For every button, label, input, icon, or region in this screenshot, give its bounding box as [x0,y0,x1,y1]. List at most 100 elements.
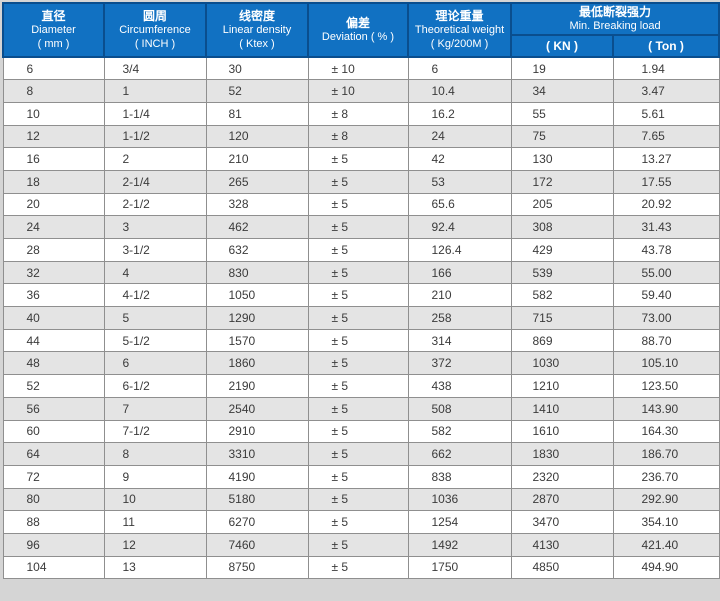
table-row: 88 11 6270 ± 5 1254 3470 354.10 [2,510,720,534]
table-cell: 1570 [205,328,309,353]
table-cell: 81 [205,101,309,126]
col-header-circumference-en: Circumference [119,24,191,36]
table-cell: 632 [205,238,309,262]
table-cell: 6270 [205,510,309,534]
table-cell: 2540 [205,396,309,421]
table-cell: ± 5 [307,169,409,194]
table-row: 60 7-1/2 2910 ± 5 582 1610 164.30 [2,419,720,444]
rope-spec-table: 直径 Diameter ( mm ) 圆周 Circumference ( IN… [2,2,720,580]
table-cell: 2-1/2 [103,192,207,217]
table-cell: 1050 [205,283,309,308]
table-cell: 1.94 [612,56,720,81]
table-cell: 354.10 [612,510,720,534]
table-cell: 7460 [205,532,309,557]
table-cell: 4190 [205,464,309,489]
col-header-deviation: 偏差 Deviation ( % ) [307,2,409,58]
table-row: 48 6 1860 ± 5 372 1030 105.10 [2,351,720,376]
table-cell: 258 [407,306,512,330]
table-cell: 1254 [407,510,512,534]
table-cell: 308 [510,215,614,239]
table-row: 52 6-1/2 2190 ± 5 438 1210 123.50 [2,374,720,398]
table-cell: ± 5 [307,328,409,353]
table-cell: 5180 [205,487,309,512]
col-header-kn: ( KN ) [510,34,614,58]
table-cell: ± 5 [307,374,409,398]
table-cell: 52 [2,374,105,398]
table-cell: 3-1/2 [103,238,207,262]
table-cell: 4130 [510,532,614,557]
col-header-ton: ( Ton ) [611,34,720,58]
table-cell: 5.61 [612,101,720,126]
col-header-theoretical-weight: 理论重量 Theoretical weight ( Kg/200M ) [407,2,512,58]
table-cell: 1860 [205,351,309,376]
table-cell: ± 5 [307,306,409,330]
table-cell: 8750 [205,555,309,580]
col-header-circumference-zh: 圆周 [142,9,167,23]
table-cell: 11 [103,510,207,534]
table-cell: 372 [407,351,512,376]
table-cell: 40 [2,306,105,330]
table-cell: 6 [2,56,105,81]
table-row: 80 10 5180 ± 5 1036 2870 292.90 [2,487,720,512]
table-row: 64 8 3310 ± 5 662 1830 186.70 [2,442,720,466]
table-cell: 462 [205,215,309,239]
table-cell: 4-1/2 [103,283,207,308]
table-cell: 43.78 [612,238,720,262]
table-cell: ± 5 [307,238,409,262]
table-cell: 3470 [510,510,614,534]
table-cell: ± 5 [307,283,409,308]
table-row: 44 5-1/2 1570 ± 5 314 869 88.70 [2,328,720,353]
table-cell: 205 [510,192,614,217]
table-cell: 2320 [510,464,614,489]
table-row: 20 2-1/2 328 ± 5 65.6 205 20.92 [2,192,720,217]
table-cell: ± 5 [307,260,409,285]
table-cell: 75 [510,124,614,149]
col-header-breaking-load-zh: 最低断裂强力 [579,5,652,19]
table-cell: 34 [510,79,614,103]
table-cell: ± 5 [307,215,409,239]
table-cell: 13 [103,555,207,580]
table-cell: 429 [510,238,614,262]
table-cell: 6 [407,56,512,81]
table-cell: 265 [205,169,309,194]
col-header-breaking-load: 最低断裂强力 Min. Breaking load [509,2,720,36]
table-row: 16 2 210 ± 5 42 130 13.27 [2,147,720,171]
table-cell: 8 [103,442,207,466]
table-row: 24 3 462 ± 5 92.4 308 31.43 [2,215,720,239]
table-cell: 120 [205,124,309,149]
table-cell: 7 [103,396,207,421]
table-cell: 96 [2,532,105,557]
table-cell: 1830 [510,442,614,466]
table-cell: 10.4 [407,79,512,103]
table-cell: 60 [2,419,105,444]
table-cell: ± 5 [307,464,409,489]
col-header-linear-density-unit: ( Ktex ) [239,38,275,50]
table-cell: 130 [510,147,614,171]
table-row: 72 9 4190 ± 5 838 2320 236.70 [2,464,720,489]
table-row: 104 13 8750 ± 5 1750 4850 494.90 [2,555,720,580]
table-cell: 55 [510,101,614,126]
col-header-deviation-zh: 偏差 [345,16,370,30]
table-cell: ± 5 [307,147,409,171]
table-cell: ± 8 [307,124,409,149]
table-cell: ± 5 [307,419,409,444]
table-cell: 582 [510,283,614,308]
table-cell: 6 [103,351,207,376]
table-cell: 166 [407,260,512,285]
table-cell: 186.70 [612,442,720,466]
table-cell: 92.4 [407,215,512,239]
table-cell: 10 [2,101,105,126]
table-cell: 292.90 [612,487,720,512]
table-cell: ± 10 [307,79,409,103]
table-row: 10 1-1/4 81 ± 8 16.2 55 5.61 [2,101,720,126]
table-row: 96 12 7460 ± 5 1492 4130 421.40 [2,532,720,557]
table-cell: 3 [103,215,207,239]
table-cell: 7.65 [612,124,720,149]
table-cell: 16.2 [407,101,512,126]
col-header-diameter: 直径 Diameter ( mm ) [2,2,105,58]
table-cell: 59.40 [612,283,720,308]
table-cell: 24 [2,215,105,239]
table-cell: 3310 [205,442,309,466]
table-cell: 52 [205,79,309,103]
table-cell: 1610 [510,419,614,444]
